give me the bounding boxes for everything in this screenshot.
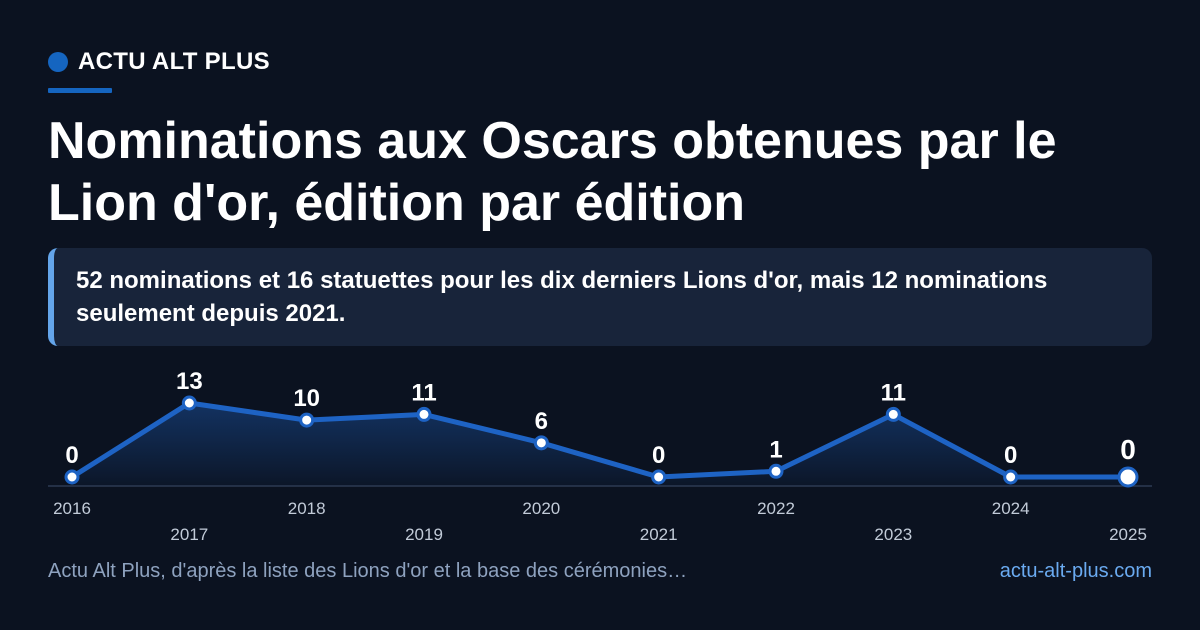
data-point-2022 [768,463,784,479]
value-label-2025: 0 [1120,434,1136,465]
data-point-2018 [299,412,315,428]
brand-dot-icon [48,52,68,72]
site-link[interactable]: actu-alt-plus.com [999,560,1152,582]
data-point-2025 [1117,466,1139,488]
source-note: Actu Alt Plus, d'après la liste des Lion… [48,560,688,582]
x-tick-label-2016: 2016 [53,499,91,518]
value-label-2021: 0 [652,442,665,469]
data-point-2023 [885,406,901,422]
data-point-2019 [416,406,432,422]
brand-underline [48,88,112,93]
x-tick-label-2025: 2025 [1109,525,1147,544]
value-label-2016: 0 [65,442,78,469]
x-tick-label-2022: 2022 [757,499,795,518]
brand: ACTU ALT PLUS [48,48,270,76]
page-title: Nominations aux Oscars obtenues par le L… [48,112,1057,232]
value-label-2018: 10 [293,385,320,412]
data-point-2021 [651,469,667,485]
value-label-2020: 6 [535,408,548,435]
x-tick-label-2021: 2021 [640,525,678,544]
data-point-2024 [1003,469,1019,485]
value-label-2017: 13 [176,368,203,395]
series-line [69,400,1131,480]
x-tick-label-2020: 2020 [522,499,560,518]
brand-name: ACTU ALT PLUS [78,48,270,75]
value-label-2024: 0 [1004,442,1017,469]
x-tick-label-2018: 2018 [288,499,326,518]
x-tick-label-2017: 2017 [170,525,208,544]
data-point-2017 [181,395,197,411]
x-tick-label-2024: 2024 [992,499,1030,518]
data-point-2020 [533,435,549,451]
x-tick-label-2019: 2019 [405,525,443,544]
summary-callout: 52 nominations et 16 statuettes pour les… [48,248,1152,346]
value-label-2023: 11 [881,379,906,406]
data-point-2016 [64,469,80,485]
summary-text: 52 nominations et 16 statuettes pour les… [76,267,1048,327]
series-area [72,403,1128,486]
x-tick-label-2023: 2023 [874,525,912,544]
value-label-2019: 11 [411,379,436,406]
value-label-2022: 1 [769,436,782,463]
